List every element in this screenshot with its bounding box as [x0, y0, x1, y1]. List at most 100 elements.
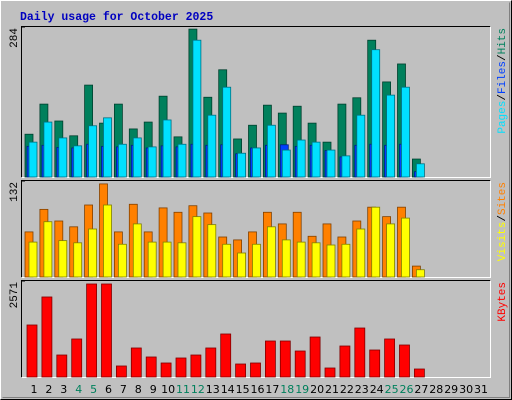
legend: Pages/Files/Hits: [497, 28, 509, 134]
bar: [207, 224, 217, 278]
legend-entry: Files: [497, 61, 509, 94]
x-tick-label: 7: [120, 383, 127, 396]
x-tick-label: 11: [176, 383, 190, 396]
bar: [371, 206, 381, 278]
x-tick-label: 18: [280, 383, 294, 396]
bar: [326, 244, 336, 278]
panel: [22, 281, 490, 377]
bar: [324, 367, 336, 378]
panel-border-dark: [21, 26, 491, 178]
x-tick-label: 8: [135, 383, 142, 396]
x-tick-label: 3: [60, 383, 67, 396]
bar: [118, 243, 127, 278]
x-tick-label: 1: [31, 383, 38, 396]
x-tick-label: 22: [340, 383, 354, 396]
x-tick-label: 24: [370, 383, 384, 396]
bar: [264, 340, 276, 378]
bar: [28, 241, 38, 278]
bar: [207, 114, 217, 178]
legend-separator: /: [497, 215, 509, 222]
bar: [311, 242, 321, 278]
x-tick-label: 27: [414, 383, 428, 396]
bar: [58, 137, 68, 178]
x-tick-label: 20: [310, 383, 324, 396]
x-tick-label: 16: [251, 383, 265, 396]
bar: [415, 163, 425, 178]
bar: [339, 345, 351, 378]
bar: [116, 365, 127, 378]
bar: [371, 49, 381, 178]
bar: [73, 242, 83, 278]
bar: [415, 269, 425, 278]
bar: [252, 243, 261, 278]
bar: [266, 124, 276, 178]
legend-entry: Visits: [497, 222, 509, 262]
bar: [386, 94, 396, 178]
bar: [71, 338, 83, 378]
bar: [175, 357, 187, 378]
bar: [369, 349, 381, 378]
x-tick-label: 12: [191, 383, 205, 396]
bar: [356, 228, 366, 278]
x-tick-label: 13: [206, 383, 220, 396]
bar: [205, 347, 217, 378]
bar: [103, 204, 112, 278]
bar: [43, 221, 53, 278]
bar: [132, 137, 142, 178]
bar: [354, 327, 366, 378]
legend-entry: Hits: [497, 28, 509, 54]
bar: [58, 240, 68, 278]
bar: [222, 86, 232, 178]
x-tick-label: 29: [444, 383, 458, 396]
bar: [103, 117, 112, 178]
bar: [86, 283, 97, 378]
bar: [326, 149, 336, 178]
bar: [43, 121, 53, 178]
bar: [281, 149, 291, 178]
bar: [147, 241, 157, 278]
bar: [341, 155, 351, 178]
bar: [130, 347, 142, 378]
panel-border-light: [21, 280, 491, 378]
x-tick-label: 19: [295, 383, 309, 396]
bar: [266, 226, 276, 278]
bar: [296, 139, 306, 178]
bar: [177, 143, 187, 178]
bar: [88, 228, 97, 278]
bar: [26, 324, 38, 378]
bar: [101, 283, 112, 378]
bar: [145, 356, 157, 378]
bar: [252, 147, 261, 178]
bar: [132, 223, 142, 278]
bar: [235, 363, 247, 378]
bar: [56, 354, 68, 378]
bar: [309, 336, 321, 378]
x-tick-label: 21: [325, 383, 339, 396]
bar: [160, 362, 172, 378]
legend: KBytes: [497, 282, 509, 322]
bar: [222, 243, 232, 278]
bar: [237, 152, 247, 178]
legend-entry: KBytes: [497, 282, 509, 322]
x-tick-label: 6: [105, 383, 112, 396]
x-tick-label: 26: [400, 383, 414, 396]
bar: [401, 86, 410, 178]
x-tick-label: 17: [265, 383, 279, 396]
panel-border-dark: [21, 180, 491, 278]
y-tick-label: 284: [9, 28, 21, 48]
bar: [73, 145, 83, 178]
x-tick-label: 31: [474, 383, 488, 396]
bar: [28, 141, 38, 178]
legend: Visits/Sites: [497, 182, 509, 261]
x-tick-label: 5: [90, 383, 97, 396]
bar: [162, 241, 172, 278]
x-tick-label: 23: [355, 383, 369, 396]
bar: [294, 350, 306, 378]
panel-border-dark: [21, 280, 491, 378]
bar: [118, 143, 127, 178]
bar: [250, 362, 261, 378]
bar: [386, 223, 396, 278]
bar: [281, 239, 291, 278]
